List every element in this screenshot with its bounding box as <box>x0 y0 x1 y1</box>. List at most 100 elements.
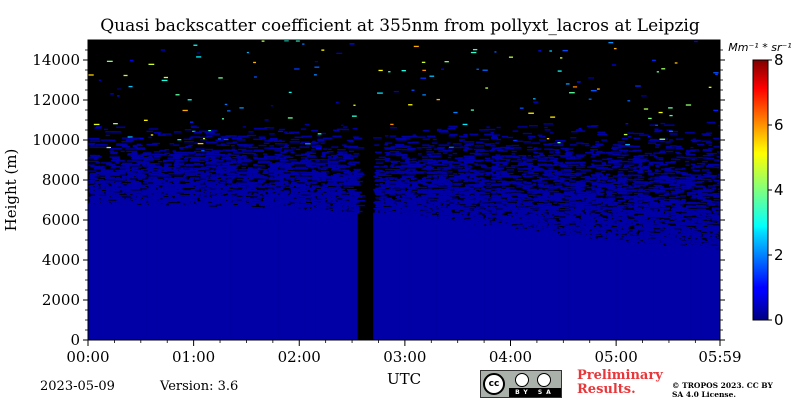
signal-speckle <box>352 176 363 178</box>
signal-column <box>325 211 332 340</box>
signal-speckle <box>205 162 217 164</box>
signal-speckle <box>204 132 212 134</box>
signal-speckle <box>221 172 229 174</box>
signal-column <box>214 206 221 340</box>
signal-speckle <box>702 246 713 248</box>
signal-speckle <box>153 183 164 185</box>
signal-speckle <box>295 163 307 165</box>
signal-speckle <box>484 133 494 135</box>
signal-speckle <box>696 244 701 246</box>
signal-speckle <box>436 212 444 215</box>
signal-speckle <box>713 212 719 214</box>
signal-speckle <box>136 201 145 203</box>
signal-speckle <box>381 204 388 206</box>
signal-speckle <box>681 167 686 170</box>
signal-speckle <box>447 216 453 219</box>
signal-speckle <box>464 194 470 196</box>
signal-speckle <box>649 232 655 234</box>
signal-speckle <box>685 236 694 238</box>
signal-speckle <box>522 185 529 187</box>
signal-speckle <box>696 162 705 165</box>
signal-speckle <box>581 212 585 214</box>
signal-speckle <box>310 192 319 194</box>
signal-speckle <box>686 153 696 156</box>
signal-speckle <box>655 196 660 199</box>
signal-speckle <box>570 185 579 187</box>
signal-speckle <box>481 179 490 181</box>
signal-speckle <box>591 203 599 205</box>
signal-speckle <box>480 165 487 167</box>
signal-speckle <box>538 188 543 190</box>
signal-speckle <box>706 132 712 134</box>
signal-column <box>573 237 580 340</box>
signal-speckle <box>634 226 639 228</box>
noise-speckle <box>218 77 223 79</box>
signal-speckle <box>648 215 654 218</box>
signal-speckle <box>333 174 337 176</box>
signal-speckle <box>585 232 596 234</box>
signal-speckle <box>328 158 336 160</box>
signal-speckle <box>278 170 287 173</box>
signal-speckle <box>115 203 124 205</box>
signal-speckle <box>331 169 341 171</box>
signal-speckle <box>401 185 407 187</box>
signal-speckle <box>115 200 122 203</box>
signal-speckle <box>422 198 434 200</box>
signal-speckle <box>637 226 649 229</box>
signal-speckle <box>157 200 166 202</box>
signal-speckle <box>590 230 599 232</box>
signal-speckle <box>391 172 402 174</box>
signal-speckle <box>432 218 438 220</box>
signal-speckle <box>637 228 647 230</box>
signal-speckle <box>479 195 489 197</box>
signal-speckle <box>312 140 316 143</box>
signal-speckle <box>496 178 503 180</box>
signal-speckle <box>611 182 621 184</box>
signal-speckle <box>201 202 207 204</box>
signal-speckle <box>225 195 235 197</box>
signal-speckle <box>553 232 559 234</box>
signal-speckle <box>711 214 720 216</box>
noise-speckle <box>462 123 468 126</box>
signal-speckle <box>211 174 218 176</box>
signal-speckle <box>558 144 564 146</box>
signal-speckle <box>210 131 215 133</box>
signal-speckle <box>560 179 565 181</box>
signal-speckle <box>241 163 248 165</box>
signal-speckle <box>374 144 380 146</box>
signal-speckle <box>331 146 339 148</box>
signal-speckle <box>463 209 470 211</box>
signal-speckle <box>142 157 153 159</box>
signal-speckle <box>172 155 180 157</box>
signal-speckle <box>564 153 573 155</box>
signal-speckle <box>580 143 589 145</box>
signal-speckle <box>665 141 671 143</box>
signal-speckle <box>132 183 142 185</box>
signal-speckle <box>633 170 643 172</box>
signal-speckle <box>702 157 709 159</box>
signal-speckle <box>105 169 114 171</box>
signal-speckle <box>649 197 659 200</box>
signal-speckle <box>501 199 507 201</box>
noise-speckle <box>227 110 231 112</box>
signal-speckle <box>663 230 672 232</box>
signal-speckle <box>183 175 187 178</box>
signal-speckle <box>294 205 306 207</box>
signal-speckle <box>669 234 676 236</box>
signal-speckle <box>539 219 545 222</box>
signal-speckle <box>385 183 389 185</box>
signal-speckle <box>706 188 712 191</box>
signal-speckle <box>502 209 508 211</box>
signal-speckle <box>621 182 626 184</box>
signal-speckle <box>353 184 361 186</box>
signal-speckle <box>671 176 679 178</box>
signal-speckle <box>581 218 586 220</box>
signal-speckle <box>608 222 615 225</box>
signal-speckle <box>373 208 385 210</box>
signal-speckle <box>523 208 531 210</box>
signal-speckle <box>606 177 614 179</box>
signal-speckle <box>285 177 291 179</box>
signal-speckle <box>584 192 589 195</box>
signal-speckle <box>459 192 470 194</box>
signal-speckle <box>194 182 204 184</box>
